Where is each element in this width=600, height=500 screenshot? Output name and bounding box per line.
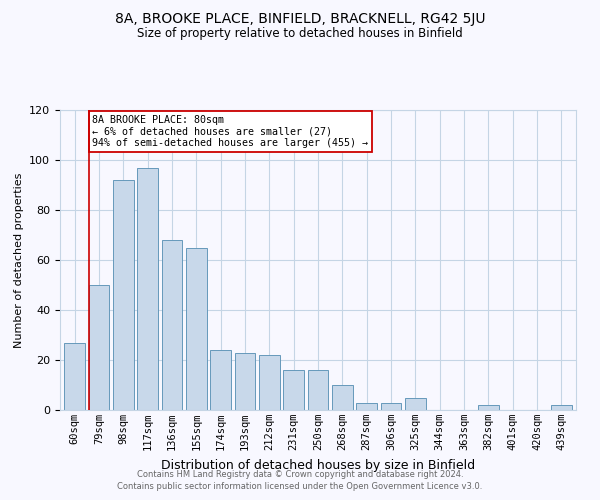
Bar bbox=[405, 398, 426, 410]
Bar bbox=[308, 370, 328, 410]
Text: 8A BROOKE PLACE: 80sqm
← 6% of detached houses are smaller (27)
94% of semi-deta: 8A BROOKE PLACE: 80sqm ← 6% of detached … bbox=[92, 115, 368, 148]
Bar bbox=[235, 352, 256, 410]
Bar bbox=[137, 168, 158, 410]
Bar bbox=[113, 180, 134, 410]
Bar bbox=[89, 285, 109, 410]
Text: 8A, BROOKE PLACE, BINFIELD, BRACKNELL, RG42 5JU: 8A, BROOKE PLACE, BINFIELD, BRACKNELL, R… bbox=[115, 12, 485, 26]
Text: Contains public sector information licensed under the Open Government Licence v3: Contains public sector information licen… bbox=[118, 482, 482, 491]
Bar bbox=[380, 402, 401, 410]
Bar bbox=[332, 385, 353, 410]
Bar bbox=[210, 350, 231, 410]
Bar bbox=[259, 355, 280, 410]
Bar bbox=[356, 402, 377, 410]
Text: Contains HM Land Registry data © Crown copyright and database right 2024.: Contains HM Land Registry data © Crown c… bbox=[137, 470, 463, 479]
Bar bbox=[551, 405, 572, 410]
Bar bbox=[478, 405, 499, 410]
Bar bbox=[64, 342, 85, 410]
Bar bbox=[161, 240, 182, 410]
X-axis label: Distribution of detached houses by size in Binfield: Distribution of detached houses by size … bbox=[161, 458, 475, 471]
Bar bbox=[186, 248, 206, 410]
Y-axis label: Number of detached properties: Number of detached properties bbox=[14, 172, 23, 348]
Text: Size of property relative to detached houses in Binfield: Size of property relative to detached ho… bbox=[137, 28, 463, 40]
Bar bbox=[283, 370, 304, 410]
